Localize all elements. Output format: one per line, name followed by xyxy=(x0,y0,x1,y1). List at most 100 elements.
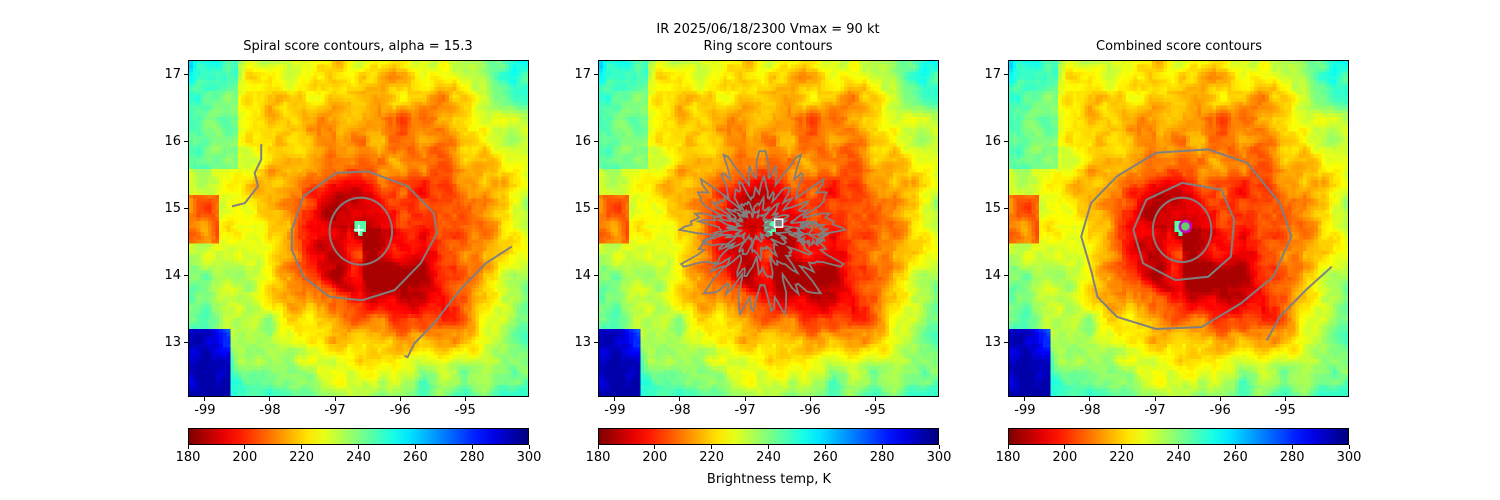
colorbar-tick-label: 200 xyxy=(232,450,258,465)
y-tick-label: 13 xyxy=(574,334,591,350)
x-tick-mark xyxy=(269,397,271,401)
colorbar-tick-mark xyxy=(1234,445,1236,449)
y-tick-label: 15 xyxy=(574,200,591,216)
colorbar-tick-mark xyxy=(1178,445,1179,449)
heatmap-panel-1 xyxy=(188,60,529,397)
heatmap-panel-2 xyxy=(598,60,939,397)
colorbar-tick-label: 220 xyxy=(699,450,725,465)
x-tick-mark xyxy=(1024,397,1026,401)
colorbar-tick-mark xyxy=(1121,445,1123,449)
colorbar-tick-mark xyxy=(768,445,769,449)
y-tick-mark xyxy=(184,275,188,277)
contour-line xyxy=(695,173,814,280)
x-tick-label: -98 xyxy=(1079,403,1101,418)
x-tick-label: -95 xyxy=(1274,403,1296,418)
y-tick-label: 17 xyxy=(984,66,1001,82)
x-tick-mark xyxy=(809,397,811,401)
colorbar-tick-mark xyxy=(1064,445,1066,449)
colorbar-tick-mark xyxy=(1291,445,1293,449)
colorbar-tick-mark xyxy=(414,445,416,449)
x-tick-label: -99 xyxy=(194,403,216,418)
colorbar-tick-label: 240 xyxy=(1166,450,1191,465)
x-tick-label: -97 xyxy=(324,403,346,418)
x-tick-mark xyxy=(614,397,616,401)
x-tick-mark xyxy=(1219,397,1221,401)
y-tick-label: 13 xyxy=(164,334,181,350)
y-tick-mark xyxy=(1004,74,1008,76)
x-tick-mark xyxy=(744,397,746,401)
colorbar-tick-label: 300 xyxy=(926,450,952,465)
colorbar-tick-label: 240 xyxy=(346,450,371,465)
contour-line xyxy=(1132,181,1236,282)
y-tick-mark xyxy=(594,208,598,210)
colorbar-tick-label: 280 xyxy=(459,450,485,465)
contour-line xyxy=(1080,148,1293,330)
x-tick-mark xyxy=(679,397,681,401)
colorbar-tick-mark xyxy=(528,445,530,449)
colorbar-tick-mark xyxy=(358,445,359,449)
x-tick-label: -98 xyxy=(669,403,691,418)
colorbar-tick-mark xyxy=(187,445,189,449)
colorbar-tick-label: 220 xyxy=(289,450,315,465)
colorbar-tick-mark xyxy=(244,445,246,449)
figure-title: IR 2025/06/18/2300 Vmax = 90 kt xyxy=(656,22,880,37)
colorbar-tick-label: 180 xyxy=(995,450,1021,465)
x-tick-mark xyxy=(399,397,401,401)
contour-line xyxy=(231,144,263,208)
colorbar-tick-label: 180 xyxy=(175,450,201,465)
x-tick-label: -99 xyxy=(1014,403,1036,418)
y-tick-label: 15 xyxy=(984,200,1001,216)
colorbar-label: Brightness temp, K xyxy=(706,472,832,487)
y-tick-label: 14 xyxy=(574,267,591,283)
colorbar-tick-mark xyxy=(654,445,656,449)
colorbar xyxy=(1008,428,1349,445)
x-tick-mark xyxy=(204,397,206,401)
colorbar-tick-label: 240 xyxy=(756,450,781,465)
x-tick-label: -96 xyxy=(389,403,411,418)
y-tick-mark xyxy=(184,141,188,143)
y-tick-mark xyxy=(184,74,188,76)
contour-line xyxy=(1151,196,1213,263)
brightness-temp-image xyxy=(1009,61,1348,396)
colorbar-tick-mark xyxy=(301,445,303,449)
panel-title-ring: Ring score contours xyxy=(703,39,833,54)
colorbar-tick-mark xyxy=(1348,445,1350,449)
contour-line xyxy=(1265,265,1333,341)
contour-line xyxy=(729,208,776,248)
colorbar-tick-mark xyxy=(881,445,883,449)
x-tick-mark xyxy=(1284,397,1286,401)
colorbar-tick-mark xyxy=(824,445,826,449)
y-tick-mark xyxy=(1004,275,1008,277)
y-tick-mark xyxy=(594,141,598,143)
heatmap-panel-3 xyxy=(1008,60,1349,397)
y-tick-mark xyxy=(1004,208,1008,210)
y-tick-mark xyxy=(1004,342,1008,344)
colorbar-tick-label: 220 xyxy=(1109,450,1135,465)
colorbar-tick-label: 280 xyxy=(869,450,895,465)
colorbar xyxy=(188,428,529,445)
x-tick-label: -95 xyxy=(864,403,886,418)
x-tick-label: -97 xyxy=(734,403,756,418)
colorbar-tick-label: 200 xyxy=(642,450,668,465)
colorbar-tick-mark xyxy=(711,445,713,449)
y-tick-label: 16 xyxy=(574,133,591,149)
y-tick-mark xyxy=(184,342,188,344)
x-tick-label: -99 xyxy=(604,403,626,418)
panel-title-spiral: Spiral score contours, alpha = 15.3 xyxy=(243,39,473,54)
x-tick-mark xyxy=(334,397,336,401)
y-tick-label: 13 xyxy=(984,334,1001,350)
y-tick-mark xyxy=(594,74,598,76)
colorbar-tick-mark xyxy=(471,445,473,449)
colorbar-tick-label: 260 xyxy=(812,450,838,465)
x-tick-label: -96 xyxy=(799,403,821,418)
colorbar-tick-label: 200 xyxy=(1052,450,1078,465)
y-tick-label: 16 xyxy=(984,133,1001,149)
colorbar-tick-mark xyxy=(597,445,599,449)
colorbar xyxy=(598,428,939,445)
y-tick-label: 17 xyxy=(574,66,591,82)
colorbar-tick-label: 260 xyxy=(1222,450,1248,465)
colorbar-tick-mark xyxy=(1007,445,1009,449)
x-tick-mark xyxy=(1154,397,1156,401)
colorbar-tick-label: 180 xyxy=(585,450,611,465)
center-square-marker xyxy=(773,218,784,228)
